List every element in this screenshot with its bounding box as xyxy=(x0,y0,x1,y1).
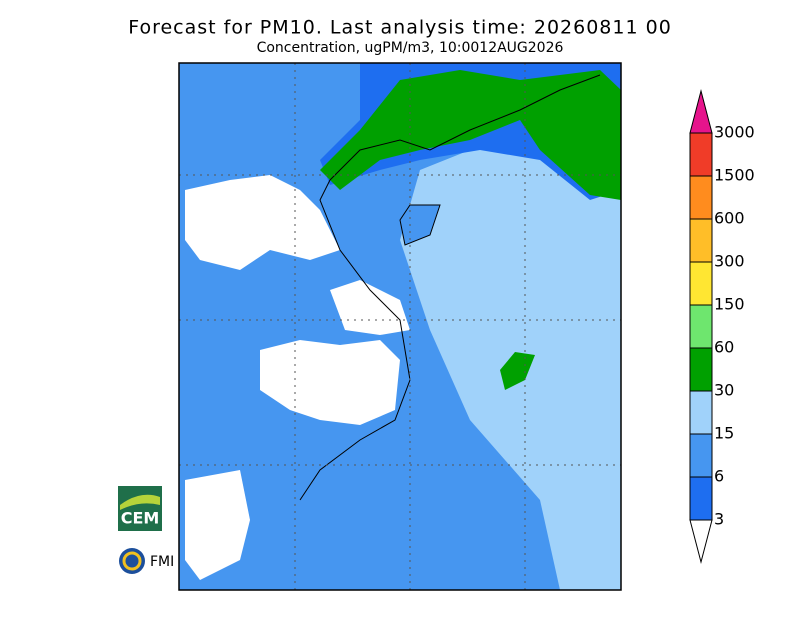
colorbar: 3 6 15 30 60 150 300 600 1500 3000 xyxy=(689,89,755,564)
fmi-logo: FMI xyxy=(119,548,174,574)
logo-text: CEM xyxy=(121,509,160,528)
colorbar-over xyxy=(689,89,713,134)
colorbar-box xyxy=(689,390,713,435)
colorbar-box xyxy=(689,347,713,392)
green-patch xyxy=(500,352,535,390)
logo-ring xyxy=(122,551,142,571)
colorbar-box xyxy=(689,304,713,349)
colorbar-under xyxy=(689,519,713,564)
coastline xyxy=(299,74,601,501)
clean-area xyxy=(330,280,410,335)
colorbar-label: 15 xyxy=(714,424,734,443)
subtitle: Concentration, ugPM/m3, 10:0012AUG2026 xyxy=(257,40,564,56)
sea-light xyxy=(400,63,621,590)
colorbar-box xyxy=(689,132,713,177)
colorbar-box xyxy=(689,476,713,521)
colorbar-label: 30 xyxy=(714,381,734,400)
colorbar-label: 300 xyxy=(714,252,745,271)
clean-area xyxy=(260,340,400,425)
colorbar-label: 600 xyxy=(714,209,745,228)
logo-text: FMI xyxy=(150,554,174,570)
hainan xyxy=(399,204,441,246)
title: Forecast for PM10. Last analysis time: 2… xyxy=(128,17,672,39)
logo-box xyxy=(118,486,162,531)
colorbar-box xyxy=(689,175,713,220)
land-green xyxy=(320,70,621,200)
colorbar-box xyxy=(689,218,713,263)
clean-area xyxy=(185,470,250,580)
logo-swoosh xyxy=(120,494,160,510)
colorbar-box xyxy=(689,261,713,306)
cem-logo: CEM xyxy=(118,486,162,531)
map-frame xyxy=(178,62,622,591)
colorbar-label: 3000 xyxy=(714,123,755,142)
map xyxy=(178,62,622,591)
colorbar-box xyxy=(689,433,713,478)
colorbar-label: 60 xyxy=(714,338,734,357)
colorbar-label: 6 xyxy=(714,467,724,486)
colorbar-label: 1500 xyxy=(714,166,755,185)
colorbar-label: 3 xyxy=(714,510,724,529)
clean-area xyxy=(185,175,340,270)
colorbar-label: 150 xyxy=(714,295,745,314)
